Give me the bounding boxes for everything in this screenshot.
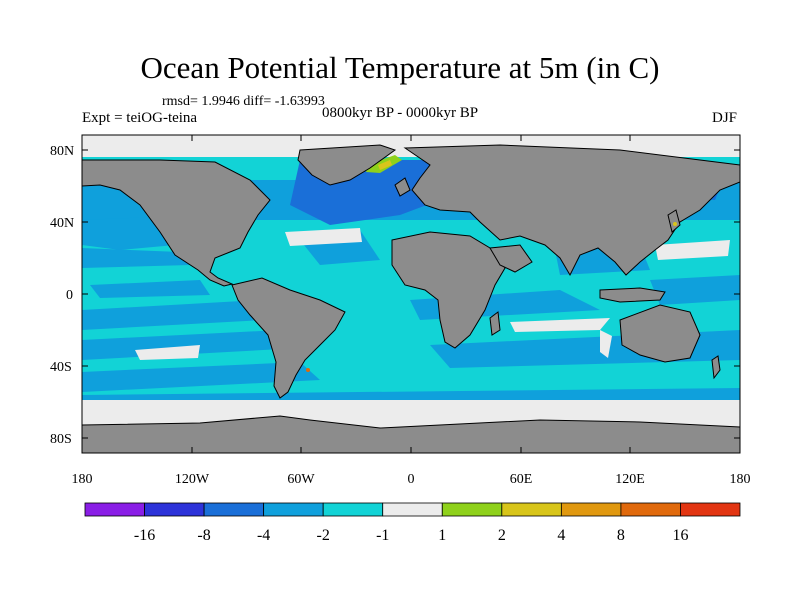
- colorbar-swatch: [620, 502, 681, 517]
- colorbar-swatch: [203, 502, 265, 517]
- land-madagascar: [489, 311, 501, 336]
- anomaly-spot-japan: [673, 222, 677, 226]
- land-antarctica: [82, 415, 740, 453]
- stats-line: rmsd= 1.9946 diff= -1.63993: [162, 94, 325, 109]
- colorbar-label: -1: [376, 527, 389, 544]
- colorbar-swatch: [322, 502, 384, 517]
- land-south-america: [231, 277, 346, 399]
- colorbar-label: -4: [257, 527, 270, 544]
- lon-label-60e: 60E: [510, 472, 533, 487]
- colorbar-swatch: [144, 502, 205, 517]
- longitude-labels: 180 120W 60W 0 60E 120E 180: [72, 472, 751, 487]
- chart-title: Ocean Potential Temperature at 5m (in C): [140, 50, 660, 85]
- land-arabia: [489, 244, 533, 273]
- latitude-labels: 80N 40N 0 40S 80S: [50, 144, 74, 447]
- land-greenland: [297, 144, 397, 186]
- longitude-ticks: [81, 135, 741, 453]
- colorbar-label: -16: [134, 527, 155, 544]
- land-north-america: [82, 159, 271, 287]
- map-panel: [82, 135, 740, 453]
- lon-label-180e: 180: [730, 472, 751, 487]
- land-new-zealand: [711, 355, 721, 380]
- lat-label-80n: 80N: [50, 144, 74, 159]
- colorbar-swatch: [441, 502, 503, 517]
- lat-label-0: 0: [66, 288, 73, 303]
- land-africa: [391, 231, 506, 349]
- lat-label-40n: 40N: [50, 216, 74, 231]
- colorbar-swatch: [84, 502, 145, 517]
- colorbar-label: 8: [617, 527, 625, 544]
- colorbar-swatch: [382, 502, 443, 517]
- colorbar-label: 4: [557, 527, 565, 544]
- latitude-ticks: [82, 149, 740, 439]
- land-masses: [82, 144, 740, 453]
- period-label: 0800kyr BP - 0000kyr BP: [322, 105, 479, 121]
- colorbar-swatch: [501, 502, 562, 517]
- land-eurasia: [403, 144, 740, 277]
- colorbar-label: -2: [317, 527, 330, 544]
- colorbar-swatch: [680, 502, 741, 517]
- colorbar-label: 16: [672, 527, 688, 544]
- lat-label-40s: 40S: [50, 360, 72, 375]
- lon-label-180w: 180: [72, 472, 93, 487]
- land-british-isles: [394, 177, 411, 197]
- lon-label-120e: 120E: [615, 472, 645, 487]
- colorbar: -16 -8 -4 -2 -1 1 2 4 8 16: [84, 502, 741, 544]
- lat-label-80s: 80S: [50, 432, 72, 447]
- season-label: DJF: [712, 110, 738, 126]
- lon-label-60w: 60W: [287, 472, 315, 487]
- colorbar-label: 2: [498, 527, 506, 544]
- anomaly-spot-argentina: [306, 368, 310, 372]
- land-indonesia: [599, 287, 666, 303]
- ocean-anomaly-yellow: [378, 160, 392, 170]
- colorbar-label: -8: [197, 527, 210, 544]
- colorbar-label: 1: [438, 527, 446, 544]
- lon-label-120w: 120W: [175, 472, 210, 487]
- land-australia: [619, 304, 701, 363]
- lon-label-0: 0: [408, 472, 415, 487]
- colorbar-swatch: [560, 502, 622, 517]
- experiment-label: Expt = teiOG-teina: [82, 110, 198, 126]
- land-japan: [667, 209, 681, 233]
- colorbar-swatch: [263, 502, 324, 517]
